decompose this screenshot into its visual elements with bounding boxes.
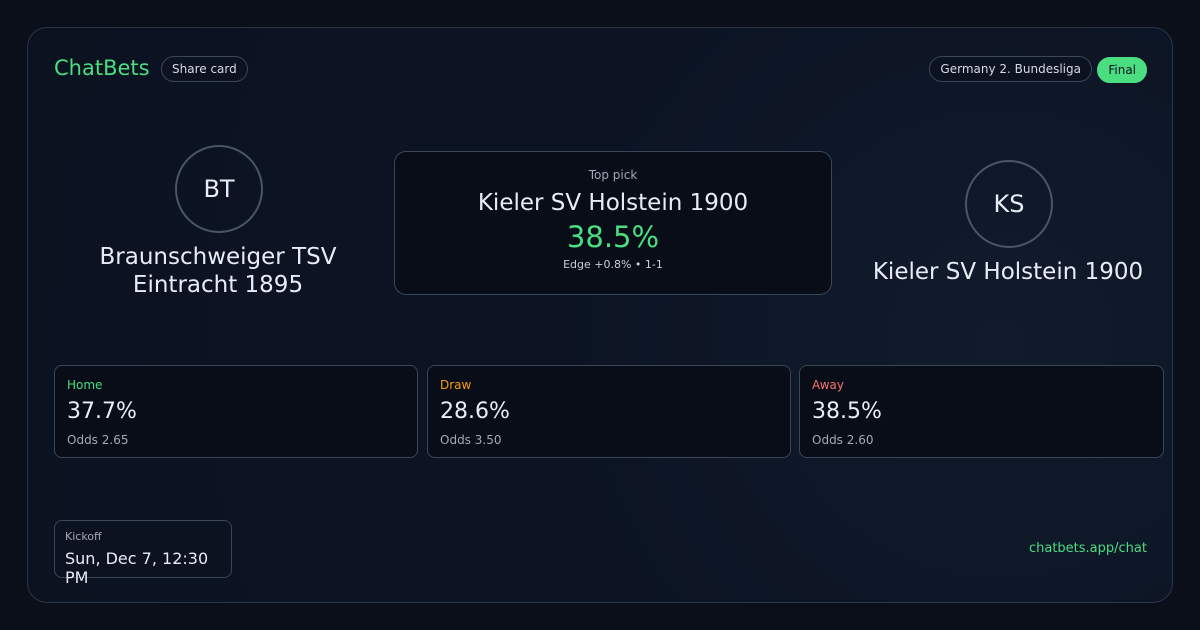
outcome-probability: 37.7% <box>67 399 137 424</box>
outcome-label: Home <box>67 378 103 392</box>
home-team: Braunschweiger TSV Eintracht 1895 <box>99 244 337 298</box>
pick-label: Top pick <box>588 168 638 182</box>
outcome-probability: 38.5% <box>812 399 882 424</box>
outcome-odds: Odds 3.50 <box>440 433 502 447</box>
kickoff-label: Kickoff <box>65 530 102 543</box>
footer-link[interactable]: chatbets.app/chat <box>1028 541 1147 556</box>
share-button[interactable]: Share card <box>161 56 248 82</box>
away-team: Kieler SV Holstein 1900 <box>872 259 1144 285</box>
pick-probability: 38.5% <box>566 220 660 254</box>
top-pick: Top pick Kieler SV Holstein 1900 38.5% E… <box>394 151 832 295</box>
brand: ChatBets <box>54 56 150 80</box>
outcome-card: Away 38.5% Odds 2.60 <box>799 365 1164 458</box>
league-badge: Germany 2. Bundesliga <box>929 56 1092 82</box>
home-avatar: BT <box>175 145 263 233</box>
outcome-probability: 28.6% <box>440 399 510 424</box>
status-badge: Final <box>1097 57 1147 83</box>
outcome-label: Away <box>812 378 844 392</box>
outcome-odds: Odds 2.60 <box>812 433 874 447</box>
outcome-odds: Odds 2.65 <box>67 433 129 447</box>
outcome-label: Draw <box>440 378 472 392</box>
pick-detail: Edge +0.8% • 1-1 <box>563 258 663 271</box>
away-avatar: KS <box>965 160 1053 248</box>
kickoff-time: Sun, Dec 7, 12:30 PM <box>65 549 209 587</box>
share-card: ChatBets Share card Germany 2. Bundeslig… <box>27 27 1173 603</box>
outcome-card: Home 37.7% Odds 2.65 <box>54 365 418 458</box>
kickoff-box: Kickoff Sun, Dec 7, 12:30 PM <box>54 520 232 587</box>
outcome-card: Draw 28.6% Odds 3.50 <box>427 365 791 458</box>
pick-team: Kieler SV Holstein 1900 <box>477 190 749 216</box>
